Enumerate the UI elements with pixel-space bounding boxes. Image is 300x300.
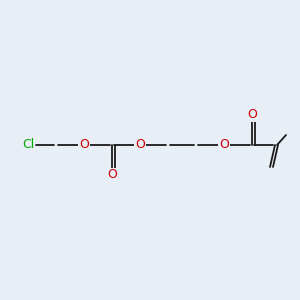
Text: O: O <box>135 139 145 152</box>
Text: Cl: Cl <box>22 139 34 152</box>
Text: O: O <box>79 139 89 152</box>
Text: O: O <box>219 139 229 152</box>
Text: O: O <box>247 109 257 122</box>
Text: O: O <box>107 169 117 182</box>
